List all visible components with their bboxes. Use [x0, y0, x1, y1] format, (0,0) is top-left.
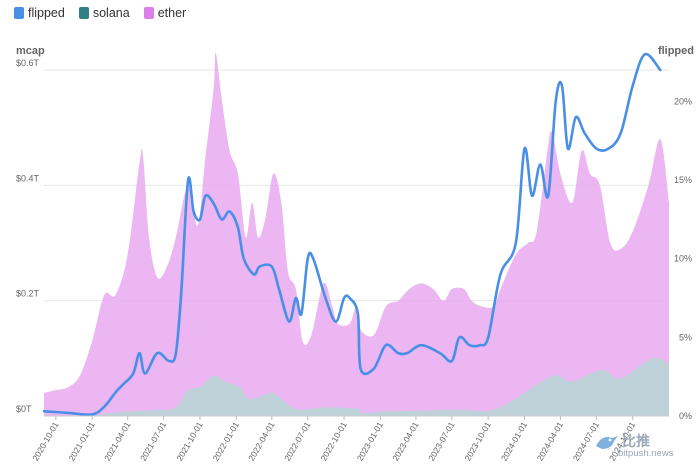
x-tick-label: 2023-04-01	[390, 420, 421, 463]
legend-item-flipped[interactable]: flipped	[14, 6, 65, 20]
x-tick-label: 2021-10-01	[174, 420, 205, 463]
y-right-tick-label: 20%	[674, 96, 692, 106]
left-axis-title: mcap	[16, 45, 45, 57]
x-tick-label: 2023-07-01	[426, 420, 457, 463]
legend-label-ether: ether	[157, 6, 187, 20]
legend-label-flipped: flipped	[28, 6, 65, 20]
y-left-tick-label: $0T	[16, 404, 32, 414]
area-solana	[44, 357, 669, 416]
x-tick-label: 2023-01-01	[355, 420, 386, 463]
y-right-tick-label: 5%	[679, 332, 692, 342]
x-tick-label: 2022-04-01	[246, 420, 277, 463]
legend-item-solana[interactable]: solana	[78, 6, 130, 20]
bird-logo-icon	[596, 436, 618, 449]
x-tick-label: 2021-01-01	[66, 420, 97, 463]
legend-swatch-solana	[78, 7, 89, 19]
legend-swatch-flipped	[14, 7, 24, 19]
y-right-tick-label: 10%	[674, 254, 692, 264]
y-right-tick-label: 0%	[679, 411, 692, 421]
area-ether	[44, 52, 669, 416]
x-tick-label: 2021-07-01	[138, 420, 169, 463]
y-left-tick-label: $0.2T	[16, 289, 40, 299]
watermark: 比推 bitpush.news	[594, 428, 682, 464]
x-tick-label: 2022-10-01	[318, 420, 349, 463]
legend: flipped solana ether	[14, 6, 186, 20]
right-axis-title: flipped	[657, 45, 694, 57]
legend-swatch-ether	[143, 7, 154, 19]
y-left-tick-label: $0.6T	[16, 58, 40, 68]
line-flipped	[42, 52, 662, 416]
x-tick-label: 2022-07-01	[282, 420, 313, 463]
x-tick-label: 2024-04-01	[535, 420, 566, 463]
watermark-en: bitpush.news	[618, 448, 674, 459]
x-tick-label: 2022-01-01	[211, 420, 242, 463]
x-tick-label: 2023-10-01	[463, 420, 494, 463]
watermark-cn: 比推	[622, 433, 650, 449]
y-left-tick-label: $0.4T	[16, 173, 40, 183]
x-tick-label: 2024-01-01	[499, 420, 530, 463]
x-tick-label: 2020-10-01	[30, 420, 61, 463]
legend-label-solana: solana	[92, 6, 130, 20]
x-tick-label: 2021-04-01	[102, 420, 133, 463]
y-right-tick-label: 15%	[674, 175, 692, 185]
legend-item-ether[interactable]: ether	[143, 6, 187, 20]
